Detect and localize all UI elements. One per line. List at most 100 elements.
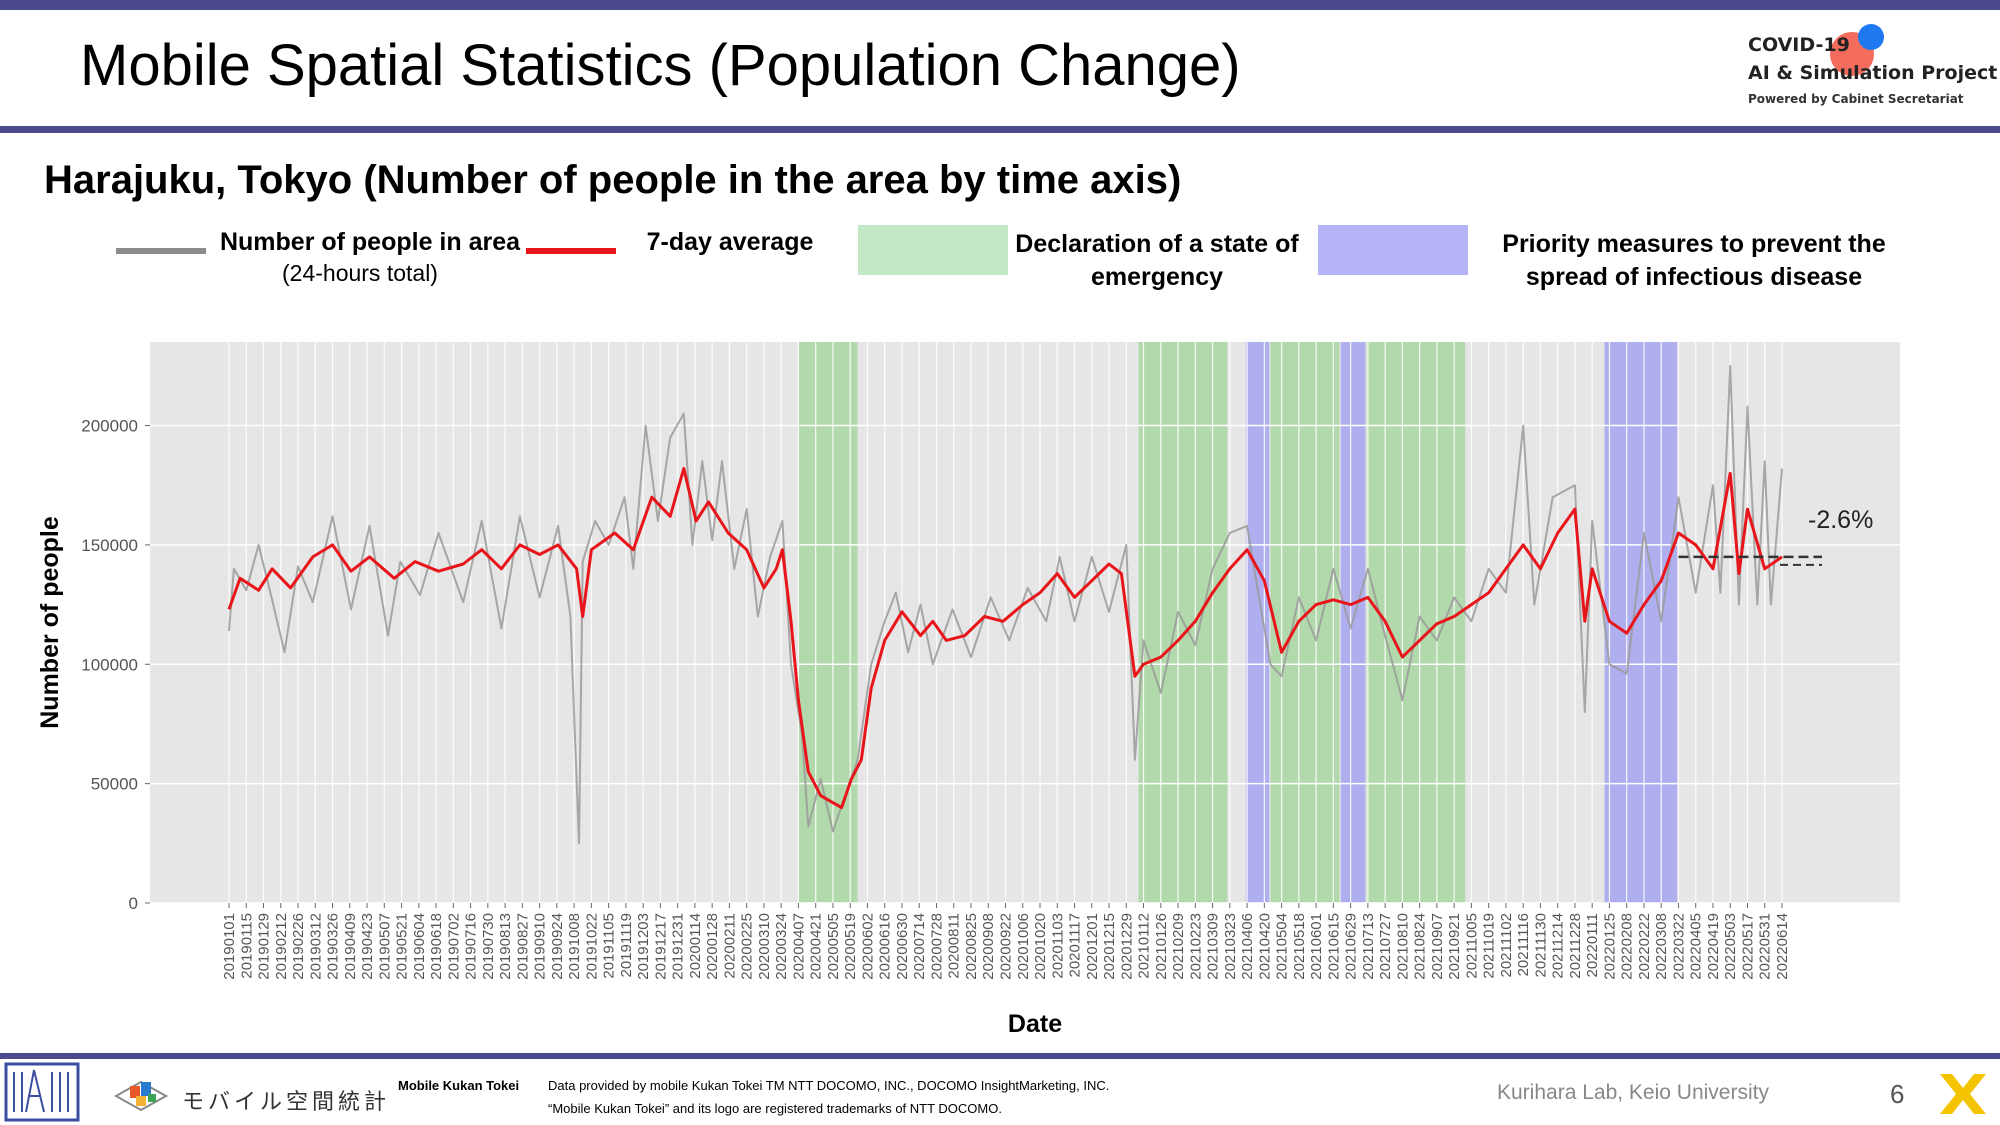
- x-tick-label: 20210907: [1429, 913, 1446, 980]
- x-tick-label: 20200128: [704, 913, 721, 980]
- keio-lab-logo: [4, 1062, 80, 1122]
- x-tick-label: 20200908: [980, 913, 997, 980]
- x-tick-label: 20210112: [1136, 913, 1153, 979]
- x-logo-icon: [1940, 1074, 1986, 1114]
- y-tick-label: 50000: [91, 775, 138, 794]
- x-tick-label: 20200825: [963, 913, 980, 980]
- x-tick-label: 20210223: [1187, 913, 1204, 980]
- x-tick-label: 20200407: [790, 913, 807, 980]
- x-tick-label: 20190507: [376, 913, 393, 980]
- reference-annotation: -2.6%: [1808, 506, 1873, 534]
- x-tick-label: 20200225: [739, 913, 756, 980]
- x-tick-label: 20200922: [998, 913, 1015, 980]
- x-tick-label: 20220531: [1757, 913, 1774, 980]
- y-tick-label: 0: [129, 894, 138, 913]
- x-tick-label: 20190312: [307, 913, 324, 980]
- logo-blue-circle: [1858, 24, 1884, 50]
- x-tick-label: 20200324: [773, 913, 790, 980]
- x-tick-label: 20220419: [1705, 913, 1722, 980]
- x-tick-label: 20220405: [1688, 913, 1705, 980]
- x-tick-label: 20220125: [1601, 913, 1618, 980]
- x-tick-label: 20210921: [1446, 913, 1463, 980]
- page-title: Mobile Spatial Statistics (Population Ch…: [80, 33, 1241, 98]
- x-tick-label: 20190716: [463, 913, 480, 980]
- series-daily-line: [228, 364, 1783, 845]
- x-tick-label: 20211214: [1550, 913, 1567, 979]
- logo-line1: COVID-19: [1748, 34, 1850, 56]
- x-tick-label: 20210126: [1153, 913, 1170, 980]
- legend-avg-label: 7-day average: [646, 228, 814, 256]
- x-tick-label: 20211228: [1567, 913, 1584, 979]
- x-tick-label: 20200114: [687, 913, 704, 979]
- x-tick-label: 20210713: [1360, 913, 1377, 980]
- x-tick-label: 20200602: [859, 913, 876, 980]
- x-tick-label: 20201215: [1101, 913, 1118, 980]
- x-tick-label: 20191119: [618, 913, 635, 978]
- x-tick-label: 20200811: [946, 913, 963, 979]
- x-tick-label: 20190827: [514, 913, 531, 980]
- y-axis-label: Number of people: [36, 516, 64, 729]
- x-tick-label: 20210810: [1394, 913, 1411, 980]
- x-tick-label: 20191217: [652, 913, 669, 980]
- shaded-period-emergency: [1366, 342, 1466, 903]
- chart-title: Harajuku, Tokyo (Number of people in the…: [44, 158, 1182, 202]
- top-accent-bar: [0, 0, 2000, 10]
- x-tick-label: 20190910: [532, 913, 549, 980]
- legend-priority-swatch: [1318, 225, 1468, 275]
- x-tick-label: 20190521: [394, 913, 411, 980]
- x-tick-label: 20190924: [549, 913, 566, 980]
- x-tick-label: 20211130: [1532, 913, 1549, 978]
- x-tick-label: 20210629: [1343, 913, 1360, 980]
- footer-brand-en: Mobile Kukan Tokei: [398, 1078, 520, 1093]
- population-chart: 0 50000 100000 150000 200000 20190101 20190115…: [36, 342, 1900, 1038]
- x-tick-label: 20190423: [359, 913, 376, 980]
- x-tick-label: 20220503: [1722, 913, 1739, 980]
- footer-divider: [0, 1053, 2000, 1059]
- x-axis-label: Date: [1008, 1010, 1062, 1038]
- x-tick-label: 20201229: [1118, 913, 1135, 980]
- x-tick-label: 20201006: [1015, 913, 1032, 980]
- x-tick-label: 20210824: [1412, 913, 1429, 980]
- x-tick-label: 20191105: [601, 913, 618, 979]
- x-tick-label: 20210504: [1274, 913, 1291, 980]
- logo-line2: AI & Simulation Project: [1748, 62, 1998, 84]
- x-tick-label: 20210518: [1291, 913, 1308, 980]
- x-tick-label: 20201020: [1032, 913, 1049, 980]
- x-tick-label: 20220208: [1619, 913, 1636, 980]
- legend-emergency-swatch: [858, 225, 1008, 275]
- y-tick-label: 150000: [81, 536, 138, 555]
- x-tick-label: 20190115: [238, 913, 255, 979]
- x-tick-label: 20190813: [497, 913, 514, 980]
- x-tick-label: 20200616: [877, 913, 894, 980]
- x-tick-label: 20220322: [1670, 913, 1687, 980]
- x-tick-label: 20220614: [1774, 913, 1791, 980]
- x-tick-label: 20211005: [1463, 913, 1480, 979]
- x-tick-label: 20200728: [928, 913, 945, 980]
- legend-daily-sublabel: (24-hours total): [282, 260, 438, 286]
- x-tick-label: 20190129: [256, 913, 273, 980]
- x-tick-label: 20201201: [1084, 913, 1101, 980]
- x-tick-label: 20190101: [221, 913, 238, 980]
- series-avg-line: [227, 467, 1783, 809]
- x-tick-label: 20210309: [1205, 913, 1222, 980]
- x-tick-label: 20210323: [1222, 913, 1239, 980]
- footer-credit-line1: Data provided by mobile Kukan Tokei TM N…: [548, 1078, 1110, 1093]
- page-number: 6: [1890, 1079, 1905, 1109]
- x-tick-label: 20191203: [635, 913, 652, 980]
- x-tick-label: 20190618: [428, 913, 445, 980]
- x-tick-label: 20210406: [1239, 913, 1256, 980]
- x-tick-label: 20190326: [325, 913, 342, 980]
- x-tick-label: 20190409: [342, 913, 359, 980]
- x-tick-label: 20200714: [911, 913, 928, 980]
- x-tick-label: 20200310: [756, 913, 773, 980]
- x-tick-label: 20210615: [1325, 913, 1342, 980]
- x-tick-label: 20220222: [1636, 913, 1653, 980]
- header-divider: [0, 126, 2000, 133]
- legend-daily-label: Number of people in area: [219, 228, 521, 256]
- x-tick-label: 20211019: [1481, 913, 1498, 979]
- y-tick-label: 100000: [81, 655, 138, 674]
- x-tick-label: 20220111: [1584, 913, 1601, 978]
- x-tick-label: 20201117: [1067, 913, 1084, 978]
- x-tick-label: 20210601: [1308, 913, 1325, 980]
- footer-credit-line2: “Mobile Kukan Tokei” and its logo are re…: [548, 1101, 1002, 1116]
